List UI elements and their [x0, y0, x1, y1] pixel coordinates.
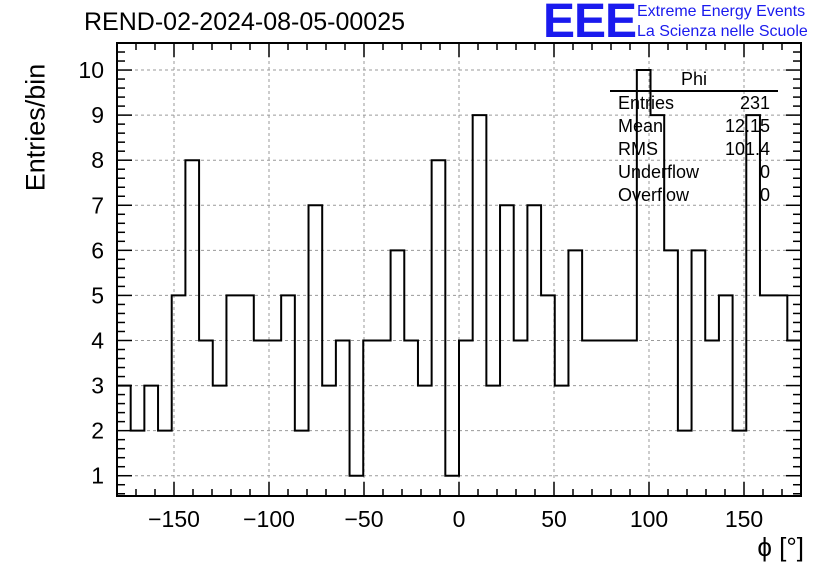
y-tick-label: 5 [91, 282, 104, 308]
histogram-bin [582, 340, 596, 496]
stats-row-underflow: Underflow 0 [610, 161, 778, 184]
y-tick-label: 1 [91, 463, 104, 489]
y-tick-label: 9 [91, 102, 104, 128]
stats-label: Mean [618, 116, 664, 136]
histogram-bin [185, 160, 199, 496]
stats-value: 0 [759, 162, 770, 182]
x-tick-label: −100 [243, 506, 295, 532]
histogram-bin [322, 386, 336, 496]
histogram-bin [719, 295, 733, 496]
stats-value: 231 [739, 93, 770, 113]
stats-row-overflow: Overflow 0 [610, 184, 778, 207]
histogram-bin [117, 386, 131, 496]
y-tick-label: 2 [91, 418, 104, 444]
histogram-bin [391, 250, 405, 496]
logo-subtitle-1: Extreme Energy Events [637, 3, 806, 20]
plot-title: REND-02-2024-08-05-00025 [84, 8, 406, 36]
histogram-bin [213, 386, 227, 496]
x-tick-label: −50 [344, 506, 383, 532]
histogram-bars [117, 69, 801, 496]
histogram-bin [281, 295, 295, 496]
histogram-bin [568, 250, 582, 496]
x-tick-label: 150 [725, 506, 763, 532]
histogram-bin [541, 295, 555, 496]
histogram-bin [486, 386, 500, 496]
histogram-bin [131, 431, 145, 496]
axes: −150 −100 −50 0 50 100 150 1 2 3 4 5 6 7 8 9 10 [78, 42, 802, 532]
y-tick-label: 7 [91, 192, 104, 218]
histogram-bin [240, 295, 254, 496]
x-tick-label: 50 [541, 506, 567, 532]
histogram-bin [267, 340, 281, 496]
histogram-bin [609, 340, 623, 496]
histogram-bin [172, 295, 186, 496]
histogram-bin [445, 476, 459, 496]
stats-row-rms: RMS 101.4 [610, 138, 778, 161]
x-tick-label: −150 [148, 506, 200, 532]
y-tick-label: 10 [78, 57, 104, 83]
histogram-bin [473, 115, 487, 496]
histogram-bin [144, 386, 158, 496]
histogram-bin [404, 340, 418, 496]
y-tick-label: 4 [91, 327, 104, 353]
histogram-bin [555, 386, 569, 496]
histogram-bin [787, 340, 801, 496]
histogram-bin [760, 295, 774, 496]
stats-label: Underflow [618, 162, 700, 182]
histogram-bin [432, 160, 446, 496]
logo-subtitle-2: La Scienza nelle Scuole [637, 23, 808, 40]
stats-row-entries: Entries 231 [610, 92, 778, 115]
stats-value: 0 [759, 185, 770, 205]
histogram-bin [363, 340, 377, 496]
histogram-bin [254, 340, 268, 496]
histogram-bin [309, 205, 323, 496]
histogram-bin [527, 205, 541, 496]
stats-label: Entries [618, 93, 675, 113]
histogram-bin [705, 340, 719, 496]
histogram-bin [514, 340, 528, 496]
stats-label: Overflow [618, 185, 690, 205]
histogram-outline [117, 69, 801, 477]
histogram-bin [664, 250, 678, 496]
histogram-bin [692, 250, 706, 496]
eee-logo: EEE [543, 0, 637, 48]
histogram-bin [596, 340, 610, 496]
histogram-bin [158, 431, 172, 496]
histogram-bin [500, 205, 514, 496]
histogram-bin [459, 340, 473, 496]
stats-row-mean: Mean 12.15 [610, 115, 778, 138]
histogram-bin [774, 295, 788, 496]
histogram-bin [678, 431, 692, 496]
y-tick-label: 6 [91, 237, 104, 263]
y-tick-label: 8 [91, 147, 104, 173]
stats-label: RMS [618, 139, 658, 159]
stats-title: Phi [610, 68, 778, 92]
histogram-bin [336, 340, 350, 496]
histogram-bin [623, 340, 637, 496]
x-tick-label: 0 [453, 506, 466, 532]
histogram-bin [350, 476, 364, 496]
histogram-bin [226, 295, 240, 496]
histogram-bin [418, 386, 432, 496]
y-tick-label: 3 [91, 373, 104, 399]
x-tick-label: 100 [630, 506, 668, 532]
stats-box: Phi Entries 231 Mean 12.15 RMS 101.4 Und… [610, 68, 778, 207]
stats-value: 12.15 [724, 116, 770, 136]
histogram-bin [295, 431, 309, 496]
x-axis-label: ϕ [°] [757, 532, 804, 562]
histogram-bin [377, 340, 391, 496]
histogram-bin [199, 340, 213, 496]
stats-value: 101.4 [724, 139, 770, 159]
